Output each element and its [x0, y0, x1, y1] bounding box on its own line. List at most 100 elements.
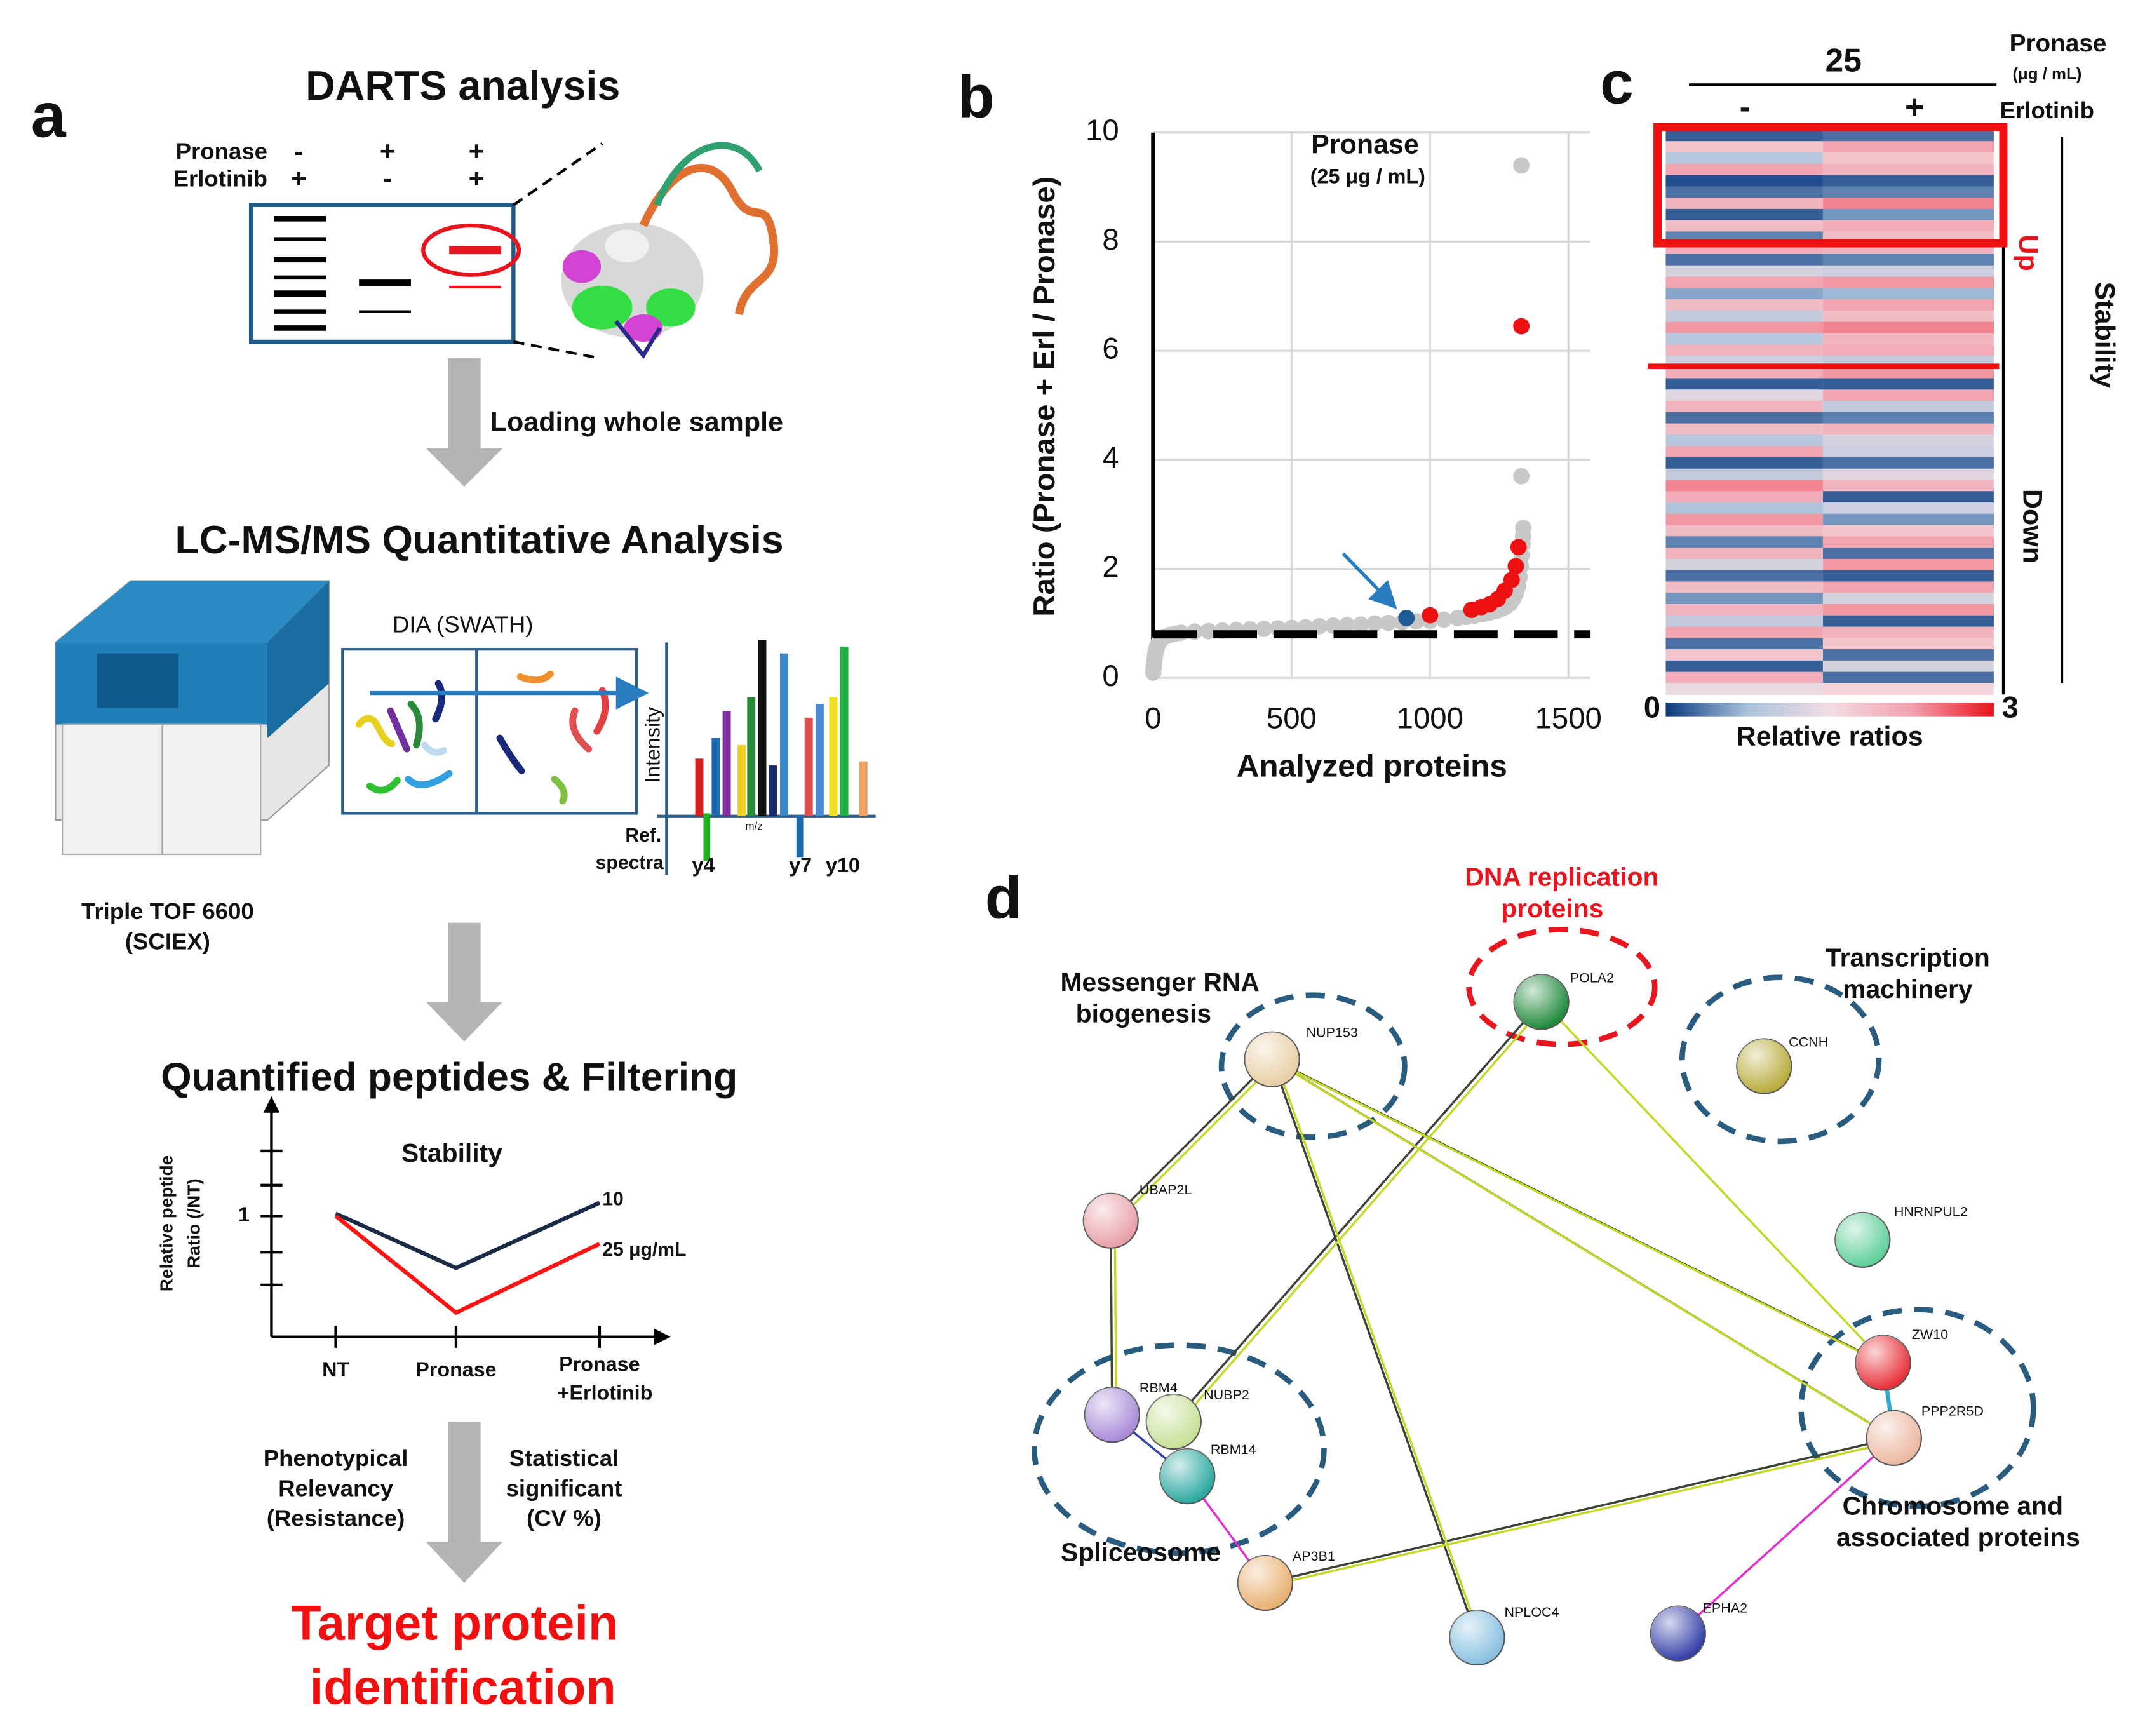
heat-cell: [1665, 513, 1823, 526]
heat-cell: [1665, 265, 1823, 278]
heat-cell: [1665, 130, 1823, 142]
node-label: PPP2R5D: [1921, 1404, 1984, 1419]
step-label: Loading whole sample: [490, 407, 783, 437]
dia-title: DIA (SWATH): [393, 611, 534, 637]
annotation: Pronase: [1311, 130, 1419, 160]
point: [1513, 318, 1530, 335]
point: [1255, 621, 1272, 638]
point: [1380, 614, 1397, 631]
annotation: (25 μg / mL): [1310, 165, 1425, 187]
series-line: [335, 1201, 601, 1270]
heat-cell: [1665, 525, 1823, 537]
point: [1436, 611, 1453, 628]
mark: +: [469, 163, 485, 194]
panel-d: d DNA replication proteins Transcription…: [985, 863, 2080, 1666]
heading: LC-MS/MS Quantitative Analysis: [175, 518, 784, 562]
heat-cell: [1822, 491, 1994, 503]
heat-cell: [1822, 310, 1994, 323]
heat-cell: [1665, 581, 1823, 594]
heading: Quantified peptides & Filtering: [161, 1056, 737, 1100]
ion-label: y7: [789, 854, 812, 877]
node-label: NPLOC4: [1505, 1605, 1559, 1620]
panel-label: d: [985, 864, 1022, 931]
node-label: ZW10: [1912, 1327, 1948, 1342]
y-tick-label: 0: [1102, 659, 1119, 693]
node-shine: [1083, 1193, 1138, 1248]
heat-cell: [1665, 186, 1823, 198]
node-shine: [1146, 1394, 1201, 1450]
heat-cell: [1665, 548, 1823, 560]
group-label: associated proteins: [1836, 1523, 2080, 1552]
node-label: POLA2: [1570, 970, 1614, 985]
heat-cell: [1822, 649, 1994, 661]
node-shine: [1244, 1032, 1300, 1087]
heat-cell: [1822, 141, 1994, 153]
criteria: (CV %): [527, 1505, 602, 1531]
heat-cell: [1822, 344, 1994, 356]
heat-cell: [1665, 253, 1823, 266]
y-label: Ratio (Pronase + Erl / Pronase): [1028, 177, 1061, 617]
heat-cell: [1822, 220, 1994, 232]
criteria: Relevancy: [278, 1475, 394, 1501]
x-label: Analyzed proteins: [1237, 748, 1507, 783]
y-tick-label: 1: [238, 1203, 250, 1226]
heat-cell: [1822, 683, 1994, 696]
node-shine: [1866, 1410, 1921, 1465]
heat-cell: [1665, 175, 1823, 187]
heat-cell: [1665, 480, 1823, 492]
heat-cell: [1665, 626, 1823, 639]
node-shine: [1237, 1555, 1293, 1611]
side-label: Stability: [2090, 282, 2120, 388]
ref-label: Ref.: [625, 825, 661, 846]
node-shine: [1449, 1610, 1505, 1665]
node-shine: [1737, 1039, 1792, 1094]
result: Target protein: [291, 1596, 618, 1650]
heat-cell: [1665, 288, 1823, 300]
panel-label: b: [958, 63, 995, 130]
heat-cell: [1665, 163, 1823, 176]
heat-cell: [1822, 208, 1994, 221]
heat-cell: [1822, 593, 1994, 605]
heat-cell: [1665, 152, 1823, 165]
node-label: AP3B1: [1293, 1549, 1335, 1564]
heat-cell: [1665, 660, 1823, 673]
heat-cell: [1665, 378, 1823, 391]
heat-cell: [1665, 649, 1823, 661]
heat-cell: [1822, 536, 1994, 548]
criteria: Statistical: [509, 1445, 619, 1471]
node-shine: [1855, 1335, 1911, 1390]
panel-label: c: [1600, 50, 1634, 117]
heat-cell: [1822, 603, 1994, 616]
heat-cell: [1665, 603, 1823, 616]
ion-label: y4: [692, 854, 715, 877]
heat-cell: [1665, 276, 1823, 289]
mark: +: [469, 136, 485, 166]
heat-cell: [1665, 208, 1823, 221]
series-label: 10: [602, 1188, 624, 1209]
title: DARTS analysis: [306, 63, 620, 109]
node-label: UBAP2L: [1140, 1182, 1192, 1197]
point: [1507, 558, 1524, 575]
colorbar-label: Relative ratios: [1737, 721, 1923, 751]
dose: 25: [1825, 42, 1861, 79]
instrument: [55, 580, 330, 856]
mark: +: [380, 136, 396, 166]
node-label: NUP153: [1306, 1025, 1357, 1040]
heat-cell: [1665, 389, 1823, 401]
heat-cell: [1822, 175, 1994, 187]
node-label: NUBP2: [1204, 1387, 1249, 1403]
x-tick-label: Pronase: [415, 1358, 496, 1381]
heat-cell: [1665, 401, 1823, 413]
point: [1503, 571, 1520, 588]
node-label: RBM14: [1211, 1442, 1256, 1457]
heat-cell: [1665, 491, 1823, 503]
group-label: Chromosome and: [1843, 1491, 2063, 1520]
dia-boxes: [341, 648, 649, 815]
chart-title: Stability: [401, 1138, 502, 1167]
highlight-box: [1653, 123, 2008, 248]
point: [1510, 539, 1527, 556]
heat-cell: [1665, 638, 1823, 650]
criteria: significant: [506, 1475, 622, 1501]
